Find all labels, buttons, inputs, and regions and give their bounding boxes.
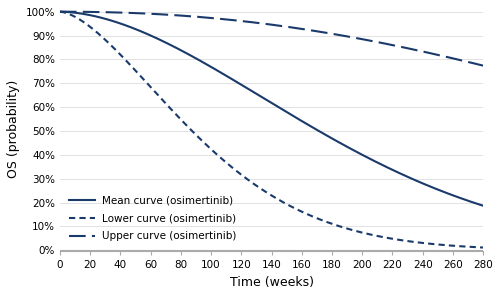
Mean curve (osimertinib) bbox=[468, 200, 474, 203]
Lower curve (osimertinib) bbox=[252, 183, 258, 186]
Lower curve (osimertinib) bbox=[468, 245, 474, 249]
Lower curve (osimertinib) bbox=[390, 237, 396, 241]
Upper curve (osimertinib) bbox=[480, 64, 486, 67]
Lower curve (osimertinib) bbox=[262, 190, 268, 194]
Line: Upper curve (osimertinib): Upper curve (osimertinib) bbox=[60, 12, 483, 66]
Upper curve (osimertinib) bbox=[252, 21, 258, 24]
Lower curve (osimertinib) bbox=[468, 245, 473, 249]
Upper curve (osimertinib) bbox=[57, 10, 63, 14]
Upper curve (osimertinib) bbox=[468, 61, 473, 64]
Mean curve (osimertinib) bbox=[390, 168, 396, 172]
Mean curve (osimertinib) bbox=[252, 91, 258, 94]
Mean curve (osimertinib) bbox=[262, 98, 268, 101]
Mean curve (osimertinib) bbox=[57, 10, 63, 14]
Line: Mean curve (osimertinib): Mean curve (osimertinib) bbox=[60, 12, 483, 206]
Upper curve (osimertinib) bbox=[78, 10, 84, 14]
X-axis label: Time (weeks): Time (weeks) bbox=[230, 276, 314, 289]
Line: Lower curve (osimertinib): Lower curve (osimertinib) bbox=[60, 12, 483, 247]
Upper curve (osimertinib) bbox=[390, 44, 396, 47]
Upper curve (osimertinib) bbox=[468, 61, 474, 65]
Y-axis label: OS (probability): OS (probability) bbox=[7, 80, 20, 178]
Mean curve (osimertinib) bbox=[78, 12, 84, 15]
Mean curve (osimertinib) bbox=[468, 200, 473, 203]
Mean curve (osimertinib) bbox=[480, 204, 486, 207]
Upper curve (osimertinib) bbox=[262, 22, 268, 26]
Lower curve (osimertinib) bbox=[57, 10, 63, 14]
Legend: Mean curve (osimertinib), Lower curve (osimertinib), Upper curve (osimertinib): Mean curve (osimertinib), Lower curve (o… bbox=[70, 196, 236, 241]
Lower curve (osimertinib) bbox=[78, 19, 84, 22]
Lower curve (osimertinib) bbox=[480, 246, 486, 249]
